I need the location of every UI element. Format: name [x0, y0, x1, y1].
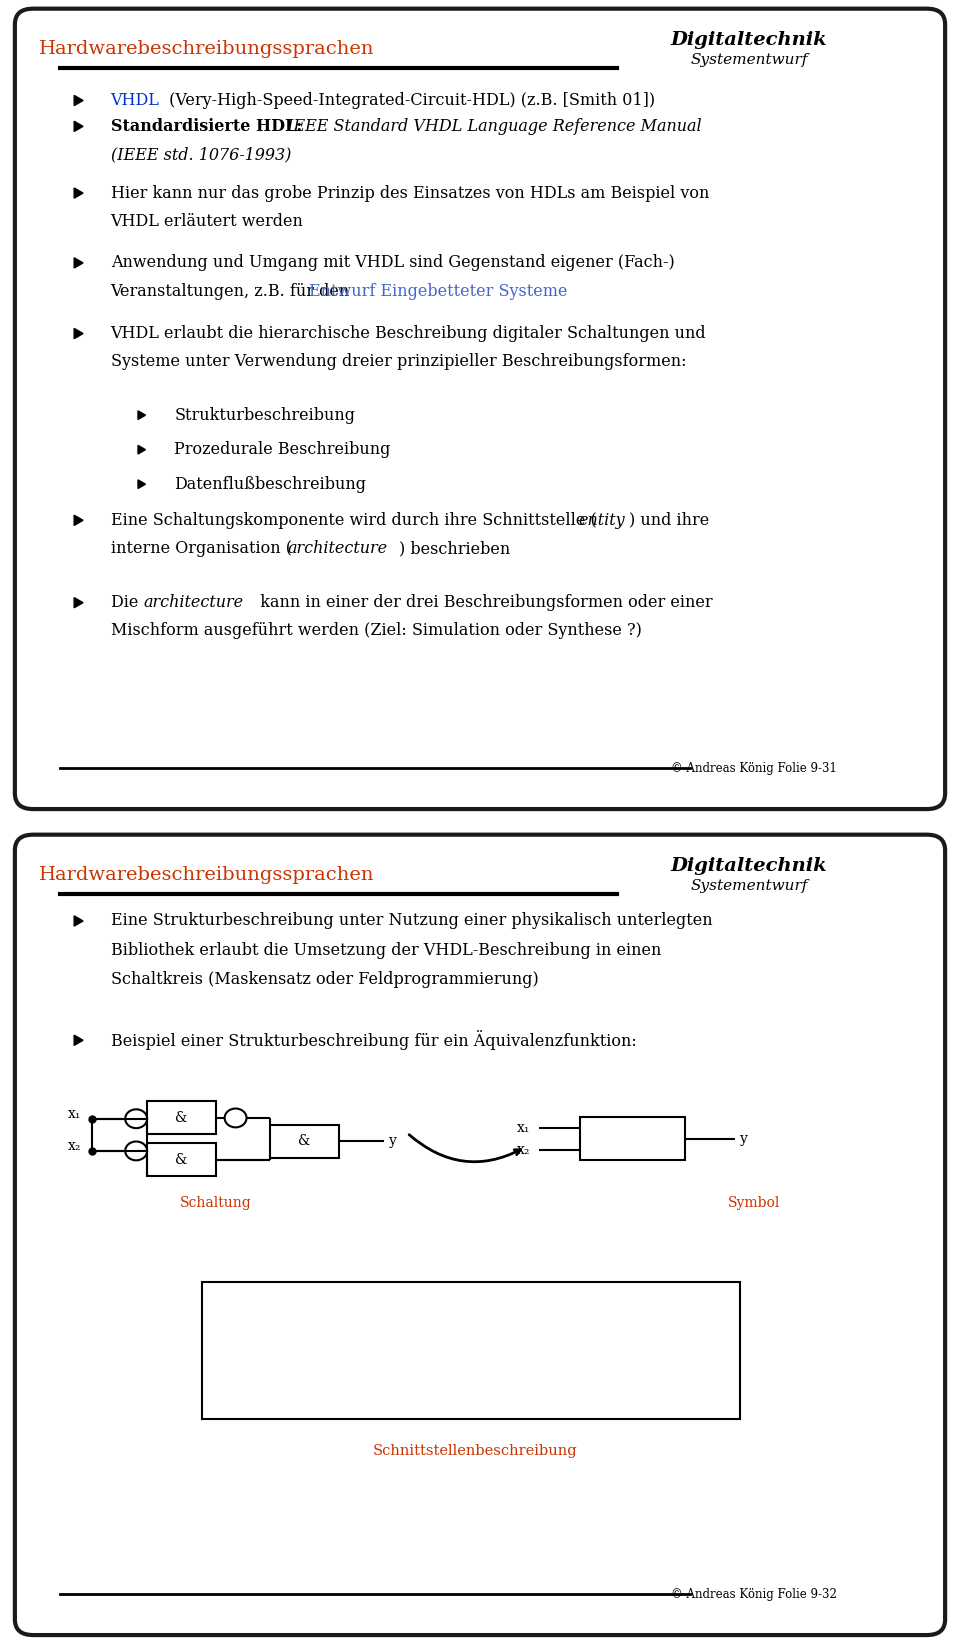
Text: Digitaltechnik: Digitaltechnik: [671, 857, 828, 876]
Text: VHDL erläutert werden: VHDL erläutert werden: [110, 213, 303, 230]
Text: &: &: [175, 1153, 187, 1166]
Text: Strukturbeschreibung: Strukturbeschreibung: [175, 406, 355, 423]
Text: Systeme unter Verwendung dreier prinzipieller Beschreibungsformen:: Systeme unter Verwendung dreier prinzipi…: [110, 354, 686, 370]
Text: Beispiel einer Strukturbeschreibung für ein Äquivalenzfunktion:: Beispiel einer Strukturbeschreibung für …: [110, 1031, 636, 1051]
Text: entity: entity: [579, 512, 625, 529]
Text: Aequivalenz: Aequivalenz: [268, 1373, 367, 1388]
Text: Entwurf Eingebetteter Systeme: Entwurf Eingebetteter Systeme: [309, 282, 568, 299]
Polygon shape: [138, 411, 146, 420]
Text: is: is: [414, 1310, 428, 1325]
Text: IEEE Standard VHDL Language Reference Manual: IEEE Standard VHDL Language Reference Ma…: [282, 117, 702, 135]
Text: Datenflußbeschreibung: Datenflußbeschreibung: [175, 476, 367, 492]
Text: Aequivalenz: Aequivalenz: [295, 1310, 398, 1325]
Text: Prozedurale Beschreibung: Prozedurale Beschreibung: [175, 441, 391, 458]
Text: Bit);: Bit);: [540, 1341, 577, 1356]
Text: (x1, x2:: (x1, x2:: [324, 1341, 391, 1356]
Text: VHDL erlaubt die hierarchische Beschreibung digitaler Schaltungen und: VHDL erlaubt die hierarchische Beschreib…: [110, 325, 707, 342]
Polygon shape: [74, 121, 84, 132]
Polygon shape: [74, 329, 84, 339]
Text: Symbol: Symbol: [728, 1196, 780, 1211]
Text: Hier kann nur das grobe Prinzip des Einsatzes von HDLs am Beispiel von: Hier kann nur das grobe Prinzip des Eins…: [110, 185, 709, 202]
Text: Digitaltechnik: Digitaltechnik: [671, 31, 828, 50]
Polygon shape: [74, 258, 84, 268]
Text: kann in einer der drei Beschreibungsformen oder einer: kann in einer der drei Beschreibungsform…: [251, 595, 713, 611]
Polygon shape: [74, 515, 84, 525]
FancyBboxPatch shape: [580, 1117, 685, 1160]
Polygon shape: [138, 479, 146, 489]
FancyBboxPatch shape: [147, 1102, 215, 1135]
Text: interne Organisation (: interne Organisation (: [110, 540, 292, 557]
Text: Die: Die: [110, 595, 143, 611]
Text: Schaltung: Schaltung: [180, 1196, 252, 1211]
Text: end: end: [229, 1373, 261, 1388]
Text: Schnittstellenbeschreibung: Schnittstellenbeschreibung: [373, 1444, 578, 1457]
Text: &: &: [175, 1110, 187, 1125]
Text: y: y: [740, 1132, 748, 1146]
FancyBboxPatch shape: [14, 834, 945, 1635]
Polygon shape: [74, 915, 84, 927]
Text: Mischform ausgeführt werden (Ziel: Simulation oder Synthese ?): Mischform ausgeführt werden (Ziel: Simul…: [110, 623, 641, 639]
Text: x₁: x₁: [68, 1107, 82, 1122]
Text: Veranstaltungen, z.B. für den: Veranstaltungen, z.B. für den: [110, 282, 355, 299]
Text: Bit; y:: Bit; y:: [432, 1341, 488, 1356]
FancyBboxPatch shape: [14, 8, 945, 809]
Text: x₂: x₂: [68, 1140, 82, 1153]
Text: Schaltkreis (Maskensatz oder Feldprogrammierung): Schaltkreis (Maskensatz oder Feldprogram…: [110, 971, 539, 988]
Polygon shape: [74, 96, 84, 106]
Text: (Very-High-Speed-Integrated-Circuit-HDL) (z.B. [Smith 01]): (Very-High-Speed-Integrated-Circuit-HDL)…: [164, 93, 656, 109]
Text: Hardwarebeschreibungssprachen: Hardwarebeschreibungssprachen: [38, 41, 374, 58]
Text: Standardisierte HDL:: Standardisierte HDL:: [110, 117, 301, 135]
Polygon shape: [74, 188, 84, 198]
Text: (IEEE std. 1076-1993): (IEEE std. 1076-1993): [110, 145, 291, 164]
Text: out: out: [503, 1341, 531, 1356]
Text: x₂: x₂: [516, 1143, 530, 1156]
FancyBboxPatch shape: [271, 1125, 339, 1158]
Text: entity: entity: [229, 1310, 278, 1325]
Text: Systementwurf: Systementwurf: [690, 879, 807, 892]
Text: port: port: [279, 1341, 315, 1356]
FancyBboxPatch shape: [147, 1143, 215, 1176]
Text: Hardwarebeschreibungssprachen: Hardwarebeschreibungssprachen: [38, 867, 374, 884]
Text: ) beschrieben: ) beschrieben: [398, 540, 510, 557]
Text: x₁: x₁: [516, 1122, 530, 1135]
Text: Eine Schaltungskomponente wird durch ihre Schnittstelle (: Eine Schaltungskomponente wird durch ihr…: [110, 512, 596, 529]
Text: Eine Strukturbeschreibung unter Nutzung einer physikalisch unterlegten: Eine Strukturbeschreibung unter Nutzung …: [110, 912, 712, 930]
Polygon shape: [74, 598, 84, 608]
Text: Systementwurf: Systementwurf: [690, 53, 807, 66]
Text: © Andreas König Folie 9-31: © Andreas König Folie 9-31: [671, 762, 836, 775]
Text: &: &: [299, 1135, 311, 1148]
Text: VHDL: VHDL: [110, 93, 159, 109]
Text: architecture: architecture: [288, 540, 388, 557]
Text: Bibliothek erlaubt die Umsetzung der VHDL-Beschreibung in einen: Bibliothek erlaubt die Umsetzung der VHD…: [110, 942, 661, 958]
Text: in: in: [408, 1341, 425, 1356]
Text: ) und ihre: ) und ihre: [629, 512, 708, 529]
Text: architecture: architecture: [143, 595, 244, 611]
Text: © Andreas König Folie 9-32: © Andreas König Folie 9-32: [671, 1588, 836, 1601]
Polygon shape: [138, 446, 146, 454]
Polygon shape: [74, 1036, 84, 1046]
Text: y: y: [389, 1135, 396, 1148]
Text: Anwendung und Umgang mit VHDL sind Gegenstand eigener (Fach-): Anwendung und Umgang mit VHDL sind Gegen…: [110, 254, 674, 271]
FancyBboxPatch shape: [202, 1282, 740, 1419]
